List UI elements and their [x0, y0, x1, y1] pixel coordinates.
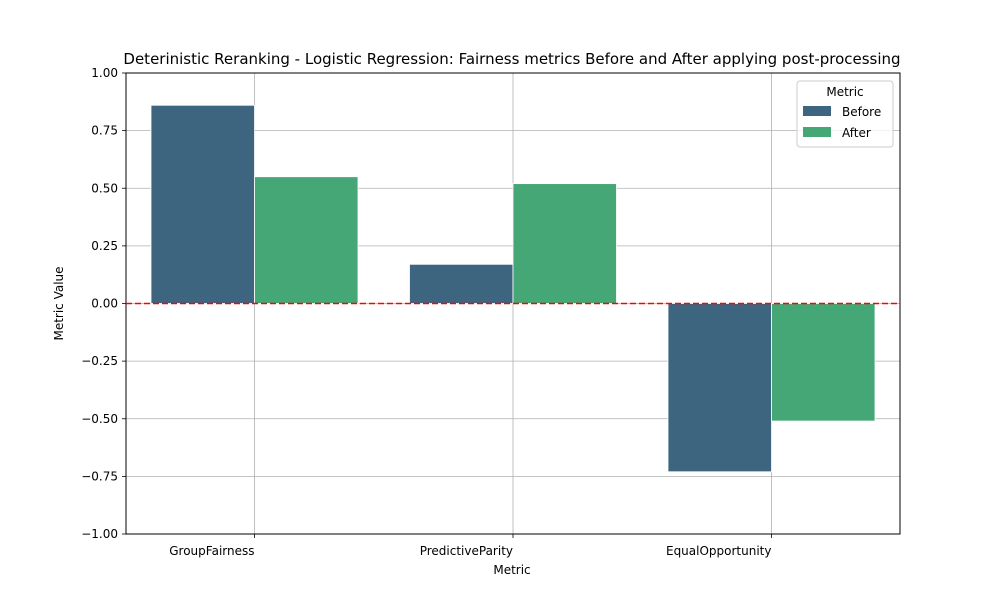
bar-before-groupfairness — [150, 104, 255, 304]
legend-swatch-before — [803, 106, 831, 116]
y-tick-label: −0.25 — [81, 354, 118, 368]
bar-after-predictiveparity — [512, 183, 617, 304]
bar-after-equalopportunity — [771, 303, 876, 422]
bar-before-equalopportunity — [667, 303, 772, 473]
x-tick-label: GroupFairness — [169, 544, 254, 558]
y-tick-label: 0.50 — [91, 181, 118, 195]
bars — [150, 104, 876, 473]
y-tick-label: −0.75 — [81, 469, 118, 483]
y-axis-label: Metric Value — [52, 266, 66, 340]
chart-title: Deterinistic Reranking - Logistic Regres… — [123, 50, 900, 68]
x-axis-ticks: GroupFairness PredictiveParity EqualOpport… — [169, 534, 772, 558]
legend-swatch-after — [803, 127, 831, 137]
y-tick-label: 1.00 — [91, 66, 118, 80]
y-tick-label: −0.50 — [81, 412, 118, 426]
y-tick-label: −1.00 — [81, 527, 118, 541]
bar-before-predictiveparity — [409, 263, 514, 304]
legend-label-after: After — [842, 126, 871, 140]
y-tick-label: 0.00 — [91, 297, 118, 311]
y-tick-label: 0.25 — [91, 239, 118, 253]
x-tick-label: EqualOpportunity — [666, 544, 772, 558]
y-tick-label: 0.75 — [91, 124, 118, 138]
legend: Metric Before After — [796, 80, 894, 148]
x-axis-label: Metric — [493, 563, 530, 577]
x-tick-label: PredictiveParity — [420, 544, 513, 558]
bar-after-groupfairness — [254, 176, 359, 304]
y-axis-ticks: 1.00 0.75 0.50 0.25 0.00 −0.25 −0.50 −0.75 −1.00 — [81, 66, 126, 541]
legend-title: Metric — [826, 85, 863, 99]
legend-label-before: Before — [842, 105, 881, 119]
